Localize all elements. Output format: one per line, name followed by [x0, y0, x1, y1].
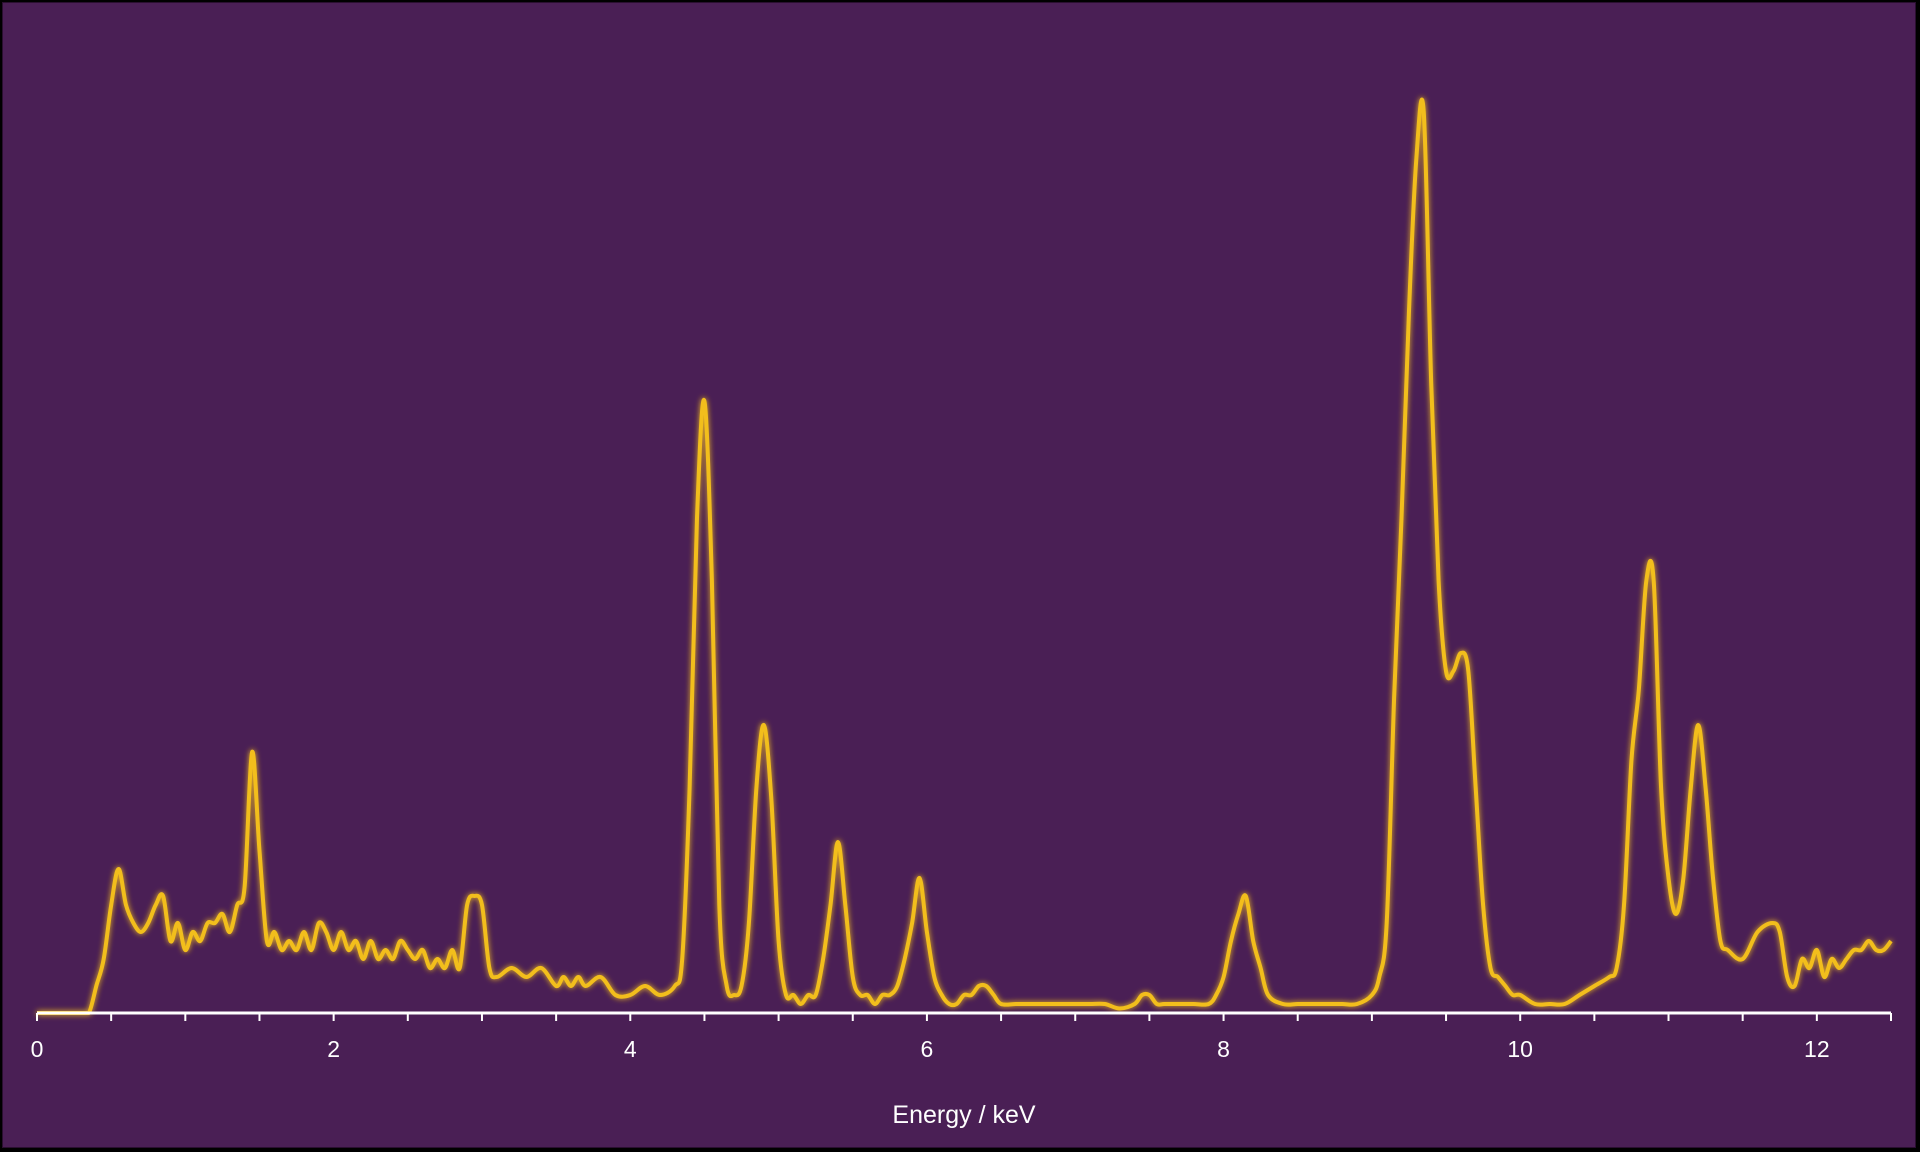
x-tick-label: 12 — [1804, 1036, 1830, 1062]
x-tick-labels: 0 2 4 6 8 10 12 — [31, 1036, 1830, 1062]
x-tick-label: 6 — [921, 1036, 934, 1062]
x-tick-label: 8 — [1217, 1036, 1230, 1062]
spectrum-chart: 0 2 4 6 8 10 12 Energy / keV — [31, 97, 1893, 1129]
spectrum-series-line-0 — [37, 97, 1893, 1015]
x-tick-label: 4 — [624, 1036, 637, 1062]
x-axis — [36, 1011, 1892, 1021]
x-tick-label: 2 — [327, 1036, 340, 1062]
x-axis-title: Energy / keV — [892, 1101, 1035, 1129]
x-tick-label: 10 — [1507, 1036, 1533, 1062]
plot-marks — [37, 97, 1893, 1015]
x-tick-label: 0 — [31, 1036, 44, 1062]
